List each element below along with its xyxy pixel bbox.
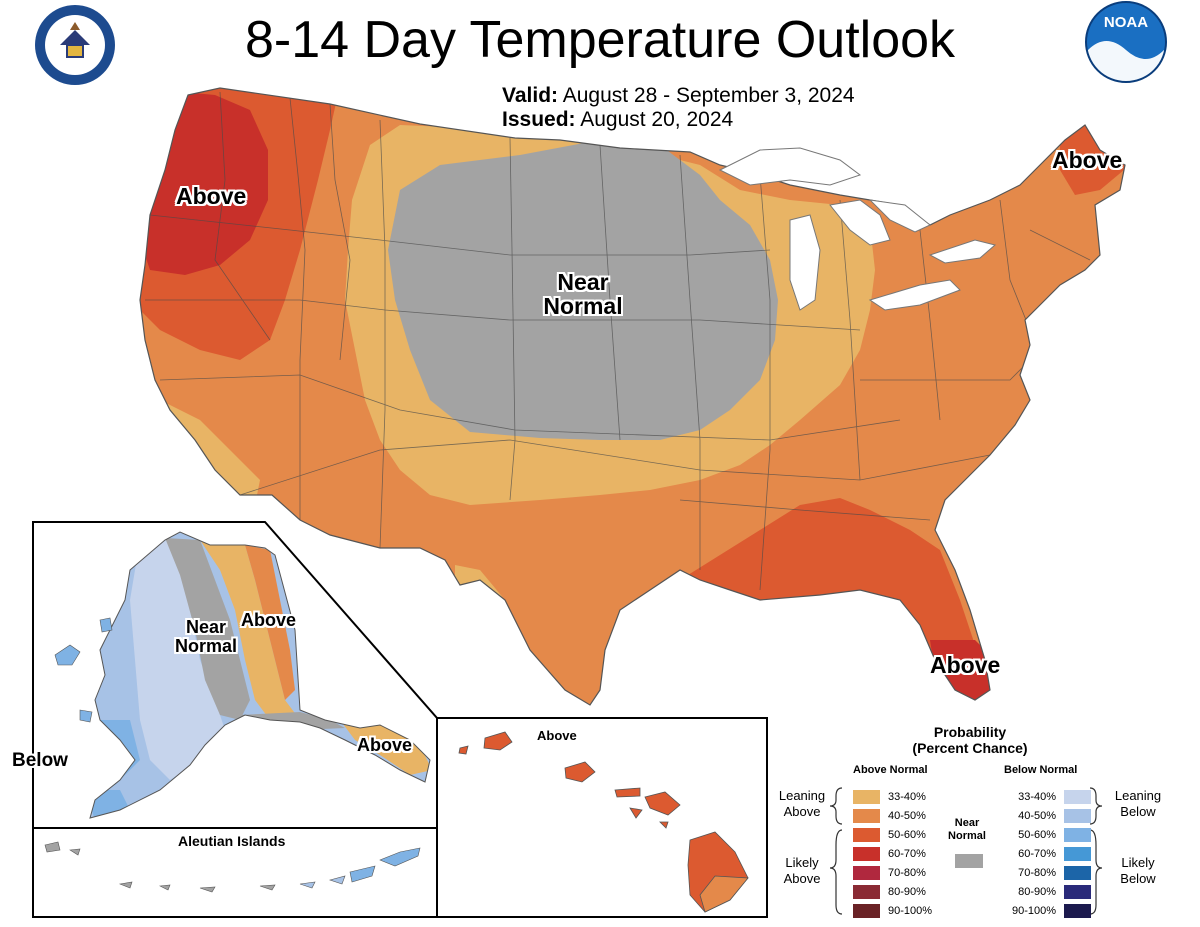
label-alaska-se-above: Above [357, 735, 413, 755]
legend-near-line2: Normal [948, 830, 986, 843]
legend-below-swatch [1064, 827, 1091, 842]
label-alaska-near: Near Normal [168, 618, 244, 656]
legend-above-range: 40-50% [888, 809, 926, 822]
legend-leaning-below-line1: Leaning [1114, 788, 1162, 803]
label-alaska-near-line1: Near [185, 617, 227, 637]
legend-below-row: 33-40% [1006, 787, 1091, 806]
legend-above-swatch [853, 884, 880, 899]
label-west-above: Above [176, 183, 247, 209]
issued-value: August 20, 2024 [580, 108, 734, 131]
legend-likely-above-line1: Likely [785, 855, 819, 870]
legend-below-range: 60-70% [1018, 847, 1056, 860]
label-alaska-below: Below [12, 750, 68, 771]
legend-above-swatch [853, 827, 880, 842]
legend-above-swatch [853, 808, 880, 823]
label-central-near: Near Normal [540, 270, 626, 318]
doc-seal-logo [35, 5, 115, 85]
legend-below-row: 70-80% [1006, 863, 1091, 882]
valid-label: Valid: [502, 84, 559, 107]
legend-title-line1: Probability [933, 724, 1007, 740]
legend-below-row: 80-90% [1006, 882, 1091, 901]
legend-below-range: 80-90% [1018, 885, 1056, 898]
legend-above-range: 33-40% [888, 790, 926, 803]
legend-above-range: 80-90% [888, 885, 926, 898]
label-aleutian-islands: Aleutian Islands [178, 833, 286, 849]
legend-above-range: 60-70% [888, 847, 926, 860]
legend-likely-above: Likely Above [772, 855, 832, 888]
page-title: 8-14 Day Temperature Outlook [244, 11, 956, 69]
legend-above-swatch [853, 903, 880, 918]
legend-above-swatch [853, 789, 880, 804]
legend-above-row: 33-40% [853, 787, 932, 806]
legend-leaning-below-line2: Below [1120, 804, 1156, 820]
label-florida-above: Above [930, 652, 1001, 678]
issued-date: Issued: August 20, 2024 [502, 108, 733, 132]
noaa-logo-text: NOAA [1103, 14, 1149, 31]
legend-above-row: 50-60% [853, 825, 932, 844]
aleutian-map [44, 841, 421, 893]
legend-below-swatch [1064, 846, 1091, 861]
legend-near-swatch [955, 854, 983, 868]
legend-likely-above-line2: Above [783, 871, 821, 887]
legend-above-range: 70-80% [888, 866, 926, 879]
label-alaska-above: Above [241, 610, 297, 630]
legend-below-range: 70-80% [1018, 866, 1056, 879]
label-hawaii-above: Above [537, 728, 577, 743]
legend-below-header: Below Normal [1004, 764, 1078, 776]
legend-likely-below-line2: Below [1120, 871, 1156, 887]
issued-label: Issued: [502, 108, 576, 131]
label-central-near-line2: Normal [543, 293, 623, 320]
hawaii-map [458, 731, 749, 913]
legend-above-row: 90-100% [853, 901, 932, 920]
legend-near-normal: Near Normal [942, 817, 992, 843]
legend-near-line1: Near [954, 817, 980, 829]
legend-brackets [829, 787, 1103, 915]
label-alaska-near-line2: Normal [174, 635, 237, 656]
legend-below-swatch [1064, 903, 1091, 918]
legend-below-range: 40-50% [1018, 809, 1056, 822]
legend-below-row: 60-70% [1006, 844, 1091, 863]
legend-leaning-above-line1: Leaning [778, 788, 826, 803]
legend-above-swatch [853, 846, 880, 861]
legend-below-row: 50-60% [1006, 825, 1091, 844]
legend-likely-below: Likely Below [1108, 855, 1168, 888]
label-maine-above: Above [1052, 147, 1123, 173]
label-central-near-line1: Near [557, 269, 609, 295]
legend-below-swatch [1064, 865, 1091, 880]
legend-below-list: 33-40% 40-50% 50-60% 60-70% 70-80% 80-90% 90-1… [1006, 787, 1091, 920]
legend-below-range: 90-100% [1011, 904, 1056, 917]
legend-likely-below-line1: Likely [1121, 855, 1155, 870]
legend-above-row: 80-90% [853, 882, 932, 901]
legend-above-row: 60-70% [853, 844, 932, 863]
legend-above-swatch [853, 865, 880, 880]
alaska-islands [54, 617, 113, 723]
legend-title-line2: (Percent Chance) [912, 740, 1028, 756]
legend-above-row: 70-80% [853, 863, 932, 882]
legend-above-list: 33-40% 40-50% 50-60% 60-70% 70-80% 80-90% 90-1… [853, 787, 932, 920]
legend-above-range: 90-100% [888, 904, 933, 917]
legend-above-header: Above Normal [853, 764, 928, 776]
legend-above-row: 40-50% [853, 806, 932, 825]
legend-title: Probability (Percent Chance) [855, 724, 1085, 756]
valid-dates: Valid: August 28 - September 3, 2024 [502, 84, 855, 108]
legend-leaning-above-line2: Above [783, 804, 821, 820]
legend-below-swatch [1064, 884, 1091, 899]
legend-below-swatch [1064, 789, 1091, 804]
legend-below-swatch [1064, 808, 1091, 823]
legend-below-range: 50-60% [1018, 828, 1056, 841]
great-lakes [718, 147, 997, 311]
legend-above-range: 50-60% [888, 828, 926, 841]
legend-below-row: 40-50% [1006, 806, 1091, 825]
valid-value: August 28 - September 3, 2024 [562, 84, 855, 107]
legend-below-range: 33-40% [1018, 790, 1056, 803]
noaa-logo [1085, 1, 1167, 83]
legend-leaning-above: Leaning Above [772, 788, 832, 821]
legend-below-row: 90-100% [1006, 901, 1091, 920]
legend-leaning-below: Leaning Below [1108, 788, 1168, 821]
